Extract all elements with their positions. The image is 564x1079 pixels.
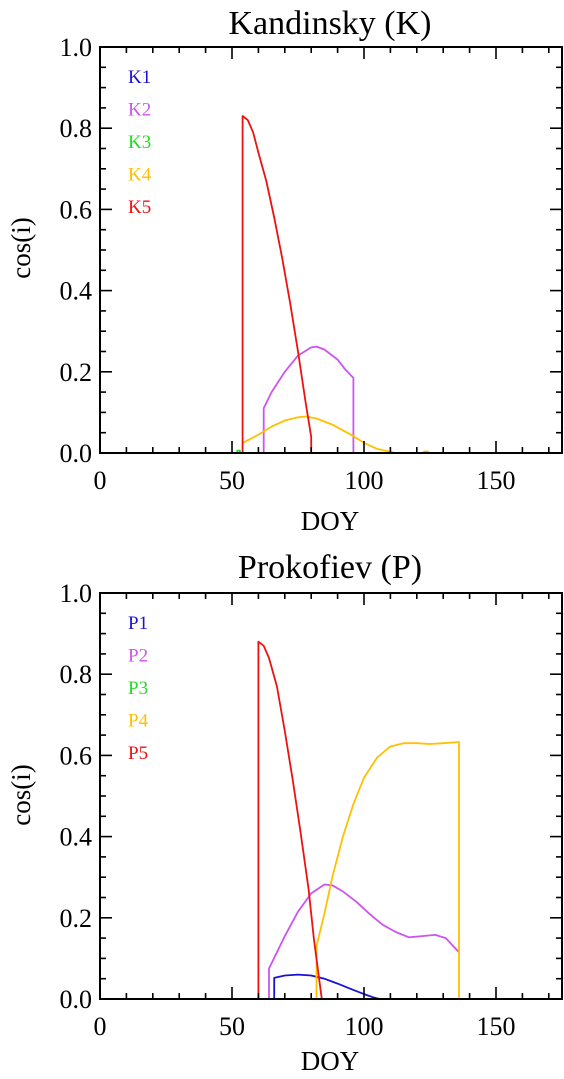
legend-entry-p3: P3 (128, 678, 148, 699)
x-tick-label: 50 (219, 466, 245, 495)
legend-entry-p5: P5 (128, 743, 148, 764)
y-axis-label: cos(i) (6, 217, 36, 278)
y-tick-label: 0.6 (60, 741, 93, 770)
x-tick-label: 0 (94, 466, 107, 495)
series-line-p1 (273, 973, 381, 1000)
series-line-p5 (257, 640, 323, 1000)
y-tick-label: 0.8 (60, 114, 93, 143)
legend-entry-p1: P1 (128, 613, 148, 634)
chart-title: Kandinsky (K) (228, 5, 431, 42)
x-tick-label: 100 (345, 1012, 384, 1041)
y-tick-label: 0.2 (60, 904, 93, 933)
y-tick-label: 0.0 (60, 439, 93, 468)
y-tick-label: 1.0 (60, 579, 93, 608)
series-line-k2 (262, 345, 355, 453)
y-tick-label: 0.6 (60, 195, 93, 224)
legend-entry-p4: P4 (128, 711, 149, 732)
y-axis-label: cos(i) (6, 764, 36, 825)
series-line-p2 (268, 883, 460, 999)
chart-panel-kandinsky: Kandinsky (K) DOY cos(i) 0 50 100 150 0.0 0.2… (6, 5, 563, 536)
series-line-k5 (241, 115, 313, 453)
x-axis-label: DOY (301, 506, 360, 536)
series-line-k3 (236, 449, 241, 453)
legend-entry-k4: K4 (128, 165, 152, 186)
plot-frame (99, 46, 563, 454)
x-tick-label: 0 (94, 1012, 107, 1041)
plot-frame (99, 592, 563, 1000)
legend-entry-k2: K2 (128, 100, 151, 121)
y-tick-label: 1.0 (60, 33, 93, 62)
y-tick-label: 0.4 (60, 277, 93, 306)
legend-entry-k5: K5 (128, 197, 151, 218)
x-tick-label: 50 (219, 1012, 245, 1041)
x-tick-label: 150 (477, 466, 516, 495)
x-axis-label: DOY (301, 1046, 360, 1076)
series-line-k4 (242, 415, 431, 454)
legend-entry-p2: P2 (128, 646, 148, 667)
y-tick-label: 0.0 (60, 985, 93, 1014)
y-tick-label: 0.8 (60, 660, 93, 689)
chart-panel-prokofiev: Prokofiev (P) DOY cos(i) 0 50 100 150 0.0 0.2… (6, 549, 563, 1076)
x-tick-label: 150 (477, 1012, 516, 1041)
legend-entry-k1: K1 (128, 67, 151, 88)
x-tick-label: 100 (345, 466, 384, 495)
chart-title: Prokofiev (P) (238, 549, 422, 586)
series-line-p4 (315, 741, 460, 999)
y-tick-label: 0.4 (60, 823, 93, 852)
legend-entry-k3: K3 (128, 132, 151, 153)
y-tick-label: 0.2 (60, 358, 93, 387)
